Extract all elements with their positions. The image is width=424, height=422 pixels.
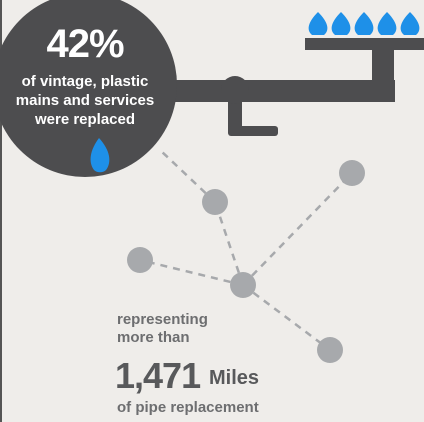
detail-intro: representing more than (117, 311, 208, 346)
flames (90, 12, 420, 173)
stat-circle (0, 0, 177, 177)
detail-number: 1,471 (115, 355, 201, 396)
pipe (150, 38, 424, 136)
stat-percent: 42% (46, 22, 124, 66)
detail-unit: Miles (209, 367, 260, 389)
connectors (139, 149, 353, 352)
nodes (127, 160, 365, 363)
stat-text: of vintage, plastic mains and services w… (15, 73, 155, 128)
detail-outro: of pipe replacement (117, 399, 259, 416)
